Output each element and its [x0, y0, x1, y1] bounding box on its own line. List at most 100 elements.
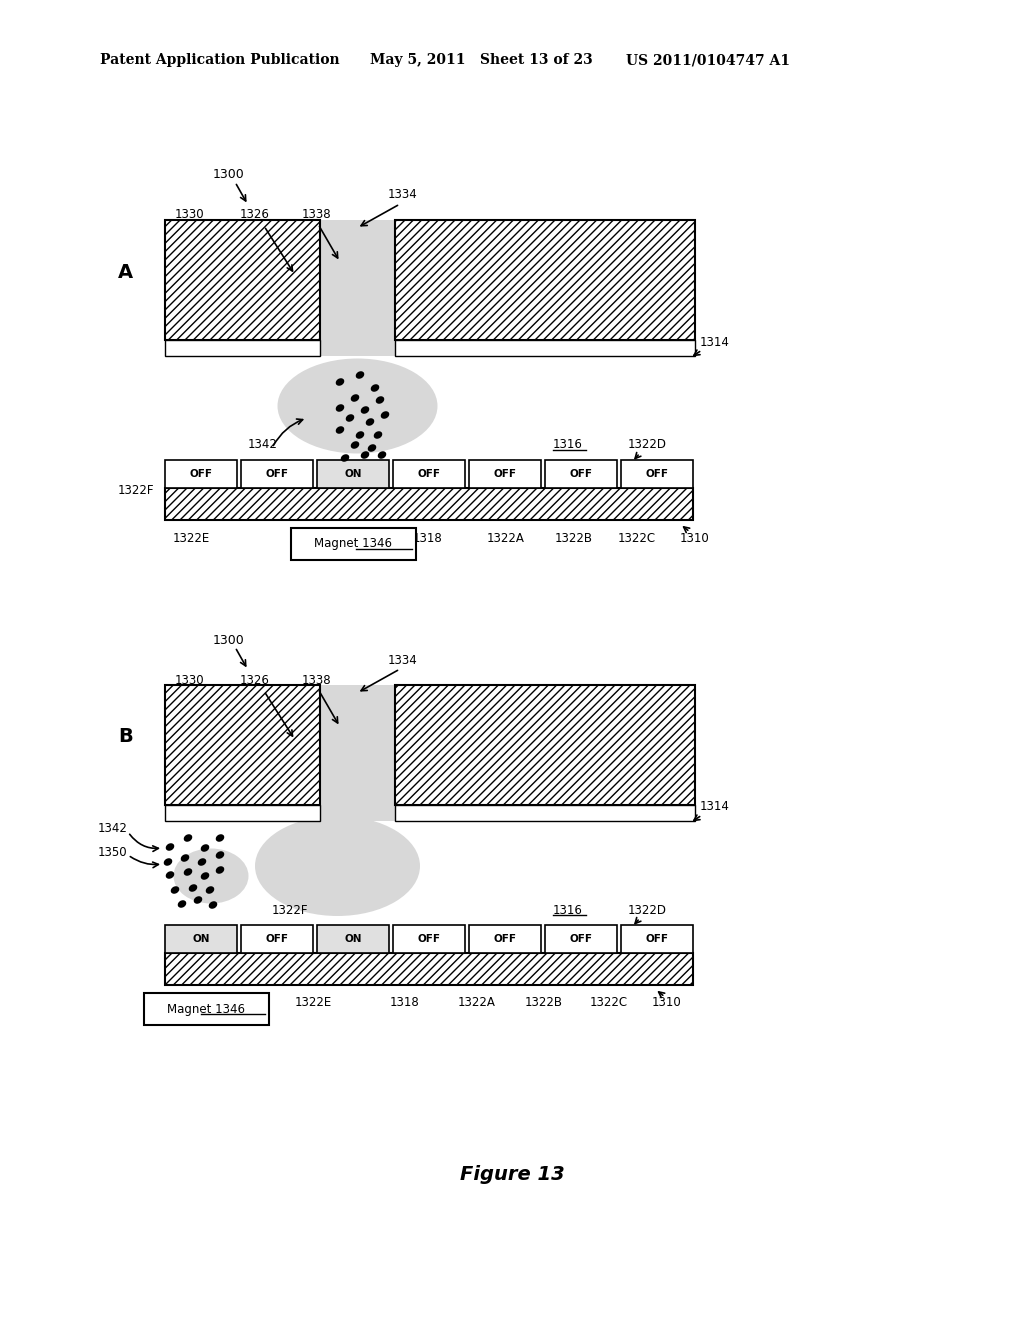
Text: 1342: 1342: [98, 821, 128, 834]
Ellipse shape: [336, 426, 344, 434]
Text: 1300: 1300: [213, 634, 245, 647]
Ellipse shape: [216, 851, 224, 859]
Ellipse shape: [360, 451, 370, 459]
Bar: [395, 685, 695, 805]
Ellipse shape: [378, 451, 386, 459]
Bar: [395, 341, 695, 356]
Text: ON: ON: [344, 935, 361, 944]
Ellipse shape: [178, 900, 186, 908]
Text: OFF: OFF: [189, 469, 213, 479]
Text: ON: ON: [193, 935, 210, 944]
Text: 1316: 1316: [553, 903, 583, 916]
Ellipse shape: [355, 432, 365, 438]
Text: 1322D: 1322D: [628, 438, 667, 451]
Bar: [317, 925, 389, 953]
Bar: [165, 925, 237, 953]
Text: Magnet 1346: Magnet 1346: [314, 537, 392, 550]
Text: Patent Application Publication: Patent Application Publication: [100, 53, 340, 67]
Text: 1300: 1300: [213, 169, 245, 181]
Ellipse shape: [278, 359, 437, 454]
Ellipse shape: [173, 849, 249, 903]
Text: 1316: 1316: [553, 438, 583, 451]
Text: 1326: 1326: [240, 673, 270, 686]
Bar: [165, 488, 693, 520]
Text: A: A: [118, 263, 133, 281]
Text: OFF: OFF: [494, 469, 516, 479]
Ellipse shape: [376, 396, 384, 404]
Bar: [241, 925, 313, 953]
Text: 1318: 1318: [390, 997, 420, 1010]
Text: OFF: OFF: [418, 935, 440, 944]
Ellipse shape: [346, 414, 354, 422]
Text: 1322D: 1322D: [628, 903, 667, 916]
Text: 1314: 1314: [700, 335, 730, 348]
Bar: [395, 220, 695, 341]
Text: 1322C: 1322C: [590, 997, 628, 1010]
Bar: [165, 459, 237, 488]
Bar: [143, 993, 268, 1026]
Ellipse shape: [188, 884, 198, 892]
Text: 1330: 1330: [175, 673, 205, 686]
Text: 1310: 1310: [680, 532, 710, 544]
Ellipse shape: [194, 896, 203, 904]
Text: 1322E: 1322E: [295, 997, 332, 1010]
Bar: [469, 925, 541, 953]
Text: OFF: OFF: [494, 935, 516, 944]
Ellipse shape: [201, 845, 209, 851]
Text: 1334: 1334: [388, 189, 418, 202]
Text: OFF: OFF: [418, 469, 440, 479]
Ellipse shape: [255, 816, 420, 916]
Text: 1334: 1334: [388, 653, 418, 667]
Bar: [319, 685, 395, 821]
Text: OFF: OFF: [265, 935, 289, 944]
Ellipse shape: [216, 866, 224, 874]
Bar: [545, 925, 617, 953]
Text: May 5, 2011: May 5, 2011: [370, 53, 466, 67]
Ellipse shape: [336, 379, 344, 385]
Ellipse shape: [164, 858, 172, 866]
Text: 1314: 1314: [700, 800, 730, 813]
Ellipse shape: [183, 869, 193, 875]
Text: Figure 13: Figure 13: [460, 1166, 564, 1184]
Text: OFF: OFF: [645, 935, 669, 944]
Text: 1322E: 1322E: [173, 532, 210, 544]
Ellipse shape: [360, 407, 370, 413]
Text: 1342: 1342: [248, 438, 278, 451]
Bar: [165, 341, 319, 356]
Ellipse shape: [198, 858, 206, 866]
Text: 1338: 1338: [302, 673, 332, 686]
Bar: [393, 925, 465, 953]
Ellipse shape: [341, 454, 349, 462]
Ellipse shape: [180, 854, 189, 862]
Text: 1330: 1330: [175, 209, 205, 222]
Ellipse shape: [216, 834, 224, 842]
Text: 1322F: 1322F: [272, 903, 308, 916]
Bar: [621, 925, 693, 953]
Text: 1326: 1326: [240, 209, 270, 222]
Ellipse shape: [206, 886, 214, 894]
Ellipse shape: [201, 873, 209, 879]
Text: 1310: 1310: [652, 997, 682, 1010]
Ellipse shape: [183, 834, 193, 842]
Ellipse shape: [355, 371, 365, 379]
Bar: [545, 459, 617, 488]
Text: 1338: 1338: [302, 209, 332, 222]
Text: 1322A: 1322A: [458, 997, 496, 1010]
Bar: [165, 685, 319, 805]
Text: 1350: 1350: [98, 846, 128, 858]
Ellipse shape: [351, 441, 359, 449]
Text: OFF: OFF: [265, 469, 289, 479]
Ellipse shape: [336, 404, 344, 412]
Text: OFF: OFF: [569, 935, 593, 944]
Bar: [393, 459, 465, 488]
Text: OFF: OFF: [569, 469, 593, 479]
Text: Sheet 13 of 23: Sheet 13 of 23: [480, 53, 593, 67]
Bar: [621, 459, 693, 488]
Text: 1322C: 1322C: [618, 532, 656, 544]
Bar: [395, 805, 695, 821]
Text: 1322B: 1322B: [555, 532, 593, 544]
Bar: [165, 220, 319, 341]
Bar: [291, 528, 416, 560]
Bar: [241, 459, 313, 488]
Text: B: B: [118, 727, 133, 747]
